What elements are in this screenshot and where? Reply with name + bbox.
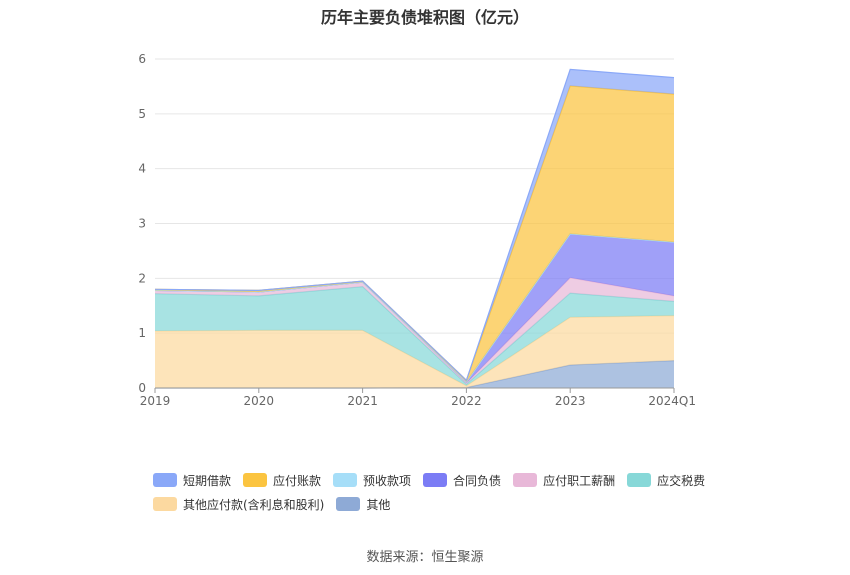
y-tick-label: 1	[138, 326, 146, 340]
x-tick-label: 2022	[451, 394, 482, 408]
area-series	[154, 68, 675, 389]
area-series-其他	[155, 360, 674, 388]
y-tick-label: 2	[138, 271, 146, 285]
legend-label: 其他应付款(含利息和股利)	[183, 497, 325, 512]
legend-item[interactable]: 预收款项	[333, 472, 411, 488]
legend-swatch	[243, 473, 268, 487]
legend-item[interactable]: 其他应付款(含利息和股利)	[153, 496, 324, 512]
legend-item[interactable]: 合同负债	[423, 472, 501, 488]
y-tick-label: 6	[138, 52, 146, 66]
legend-swatch	[153, 497, 177, 511]
legend-swatch	[153, 473, 177, 487]
axes: 0 1 2 3 4 5 6 2019 2020 2021 2022 2023 2024Q1	[138, 52, 696, 408]
legend-item[interactable]: 应付职工薪酬	[513, 472, 615, 488]
stacked-area-chart: 0 1 2 3 4 5 6 2019 2020 2021 2022 2023 2024Q1	[138, 52, 696, 408]
series-line-其他应付款(含利息和股利)	[154, 315, 675, 387]
y-tick-label: 4	[138, 162, 146, 176]
x-tick-label: 2024Q1	[648, 394, 696, 408]
legend-label: 应付职工薪酬	[543, 473, 616, 488]
legend-label: 应付账款	[273, 473, 322, 488]
y-tick-label: 0	[138, 381, 146, 395]
area-series-其他应付款(含利息和股利)	[155, 315, 674, 388]
legend-label: 合同负债	[453, 473, 502, 488]
data-source: 数据来源：恒生聚源	[366, 550, 484, 565]
legend-swatch	[627, 473, 652, 487]
legend-swatch	[336, 497, 361, 511]
x-tick-label: 2019	[140, 394, 171, 408]
series-line-短期借款	[154, 68, 675, 382]
x-tick-label: 2020	[244, 394, 275, 408]
y-tick-label: 5	[138, 107, 146, 121]
legend-label: 其他	[366, 497, 391, 512]
chart-title: 历年主要负债堆积图（亿元）	[320, 8, 529, 27]
legend-swatch	[333, 473, 358, 487]
legend-swatch	[513, 473, 538, 487]
legend-item[interactable]: 应付账款	[243, 472, 321, 488]
y-tick-label: 3	[138, 217, 146, 231]
legend-item[interactable]: 短期借款	[153, 472, 231, 488]
legend-label: 应交税费	[657, 473, 706, 488]
legend-label: 短期借款	[183, 473, 232, 488]
legend: 短期借款 应付账款 预收款项 合同负债 应付职工薪酬 应交税费其他应付款(含利息和股利) 其…	[153, 472, 713, 512]
legend-label: 预收款项	[363, 473, 412, 488]
legend-item[interactable]: 应交税费	[627, 472, 705, 488]
legend-swatch	[423, 473, 448, 487]
x-tick-label: 2023	[555, 394, 586, 408]
legend-item[interactable]: 其他	[336, 496, 390, 512]
x-tick-label: 2021	[347, 394, 378, 408]
